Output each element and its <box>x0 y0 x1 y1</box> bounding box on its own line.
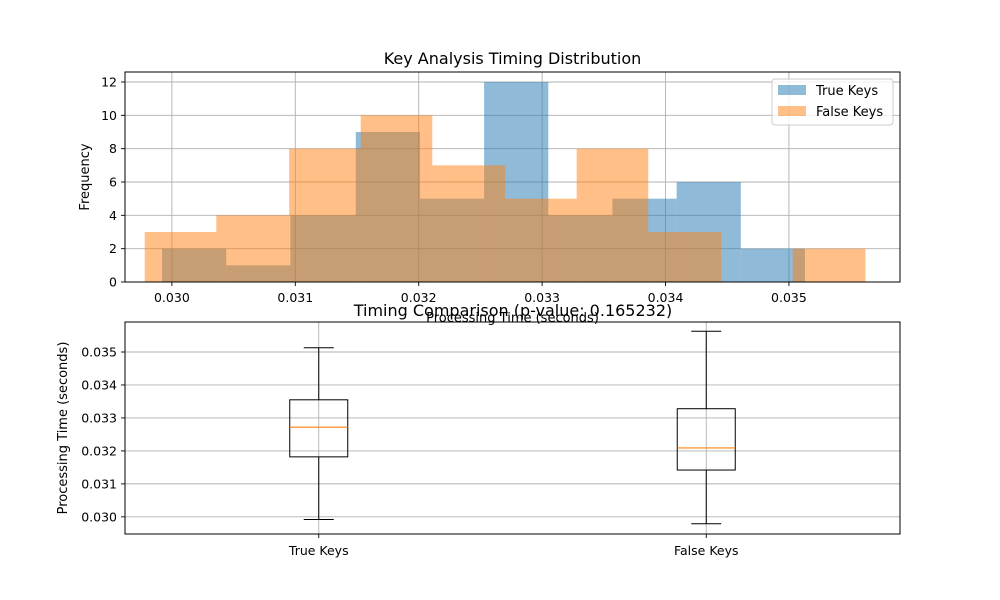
histogram-y-axis-label: Frequency <box>78 143 93 210</box>
histogram-title: Key Analysis Timing Distribution <box>384 49 642 68</box>
boxplot-y-tick-label: 0.031 <box>81 476 117 491</box>
boxplot-axes-frame <box>124 321 901 535</box>
histogram-x-tick-label: 0.031 <box>277 290 313 305</box>
legend-label: False Keys <box>816 105 883 120</box>
boxplot-y-tick-label: 0.033 <box>81 410 117 425</box>
histogram-legend: True Keys False Keys <box>771 78 894 126</box>
histogram-y-tick-label: 0 <box>109 275 117 290</box>
histogram-y-tick-label: 2 <box>109 241 117 256</box>
legend-label: True Keys <box>815 84 878 99</box>
histogram-y-tick-label: 4 <box>109 208 117 223</box>
boxplot-grid <box>125 322 900 534</box>
histogram-bar <box>216 215 290 282</box>
histogram-bar <box>505 198 577 282</box>
histogram-bar <box>792 248 866 282</box>
histogram-y-tick-label: 10 <box>101 108 117 123</box>
boxplot-box <box>289 399 349 458</box>
boxplot-y-tick-label: 0.030 <box>81 509 117 524</box>
boxplot-title: Timing Comparison (p-value: 0.165232) <box>353 301 673 320</box>
histogram-x-tick-label: 0.033 <box>524 290 560 305</box>
histogram-bar <box>144 232 217 282</box>
histogram-bars <box>144 82 866 282</box>
histogram-x-tick-label: 0.035 <box>771 290 807 305</box>
boxplot-y-tick-label: 0.035 <box>81 345 117 360</box>
boxplot-ticks: True Keys False Keys 0.030 0.031 0.032 0.033 0… <box>81 345 738 558</box>
histogram-bar <box>360 115 433 282</box>
histogram-chart: 0.030 0.031 0.032 0.033 0.034 0.035024681012 … <box>78 49 901 326</box>
histogram-x-tick-label: 0.032 <box>401 290 437 305</box>
boxplot-chart: True Keys False Keys 0.030 0.031 0.032 0.033 0… <box>56 301 901 558</box>
boxplot-y-tick-label: 0.034 <box>81 377 117 392</box>
histogram-bar <box>432 165 506 282</box>
legend-swatch <box>778 85 806 95</box>
boxplot-y-axis-label: Processing Time (seconds) <box>56 342 71 515</box>
boxplot-x-tick-label: False Keys <box>674 543 739 558</box>
histogram-bar <box>648 232 722 282</box>
histogram-bar <box>576 148 649 282</box>
histogram-ticks: 0.030 0.031 0.032 0.033 0.034 0.035 0 2 4 6 8 10 12 <box>101 75 807 306</box>
histogram-bar <box>289 148 361 282</box>
histogram-x-tick-label: 0.030 <box>154 290 190 305</box>
boxplot-x-tick-label: True Keys <box>288 543 349 558</box>
histogram-y-tick-label: 12 <box>101 75 117 90</box>
legend-swatch <box>778 106 806 116</box>
boxplot-marks <box>289 330 736 525</box>
boxplot-box <box>676 408 736 471</box>
histogram-y-tick-label: 8 <box>109 141 117 156</box>
histogram-x-tick-label: 0.034 <box>648 290 684 305</box>
boxplot-y-tick-label: 0.032 <box>81 443 117 458</box>
histogram-y-tick-label: 6 <box>109 175 117 190</box>
histogram-axes-frame <box>124 71 901 283</box>
